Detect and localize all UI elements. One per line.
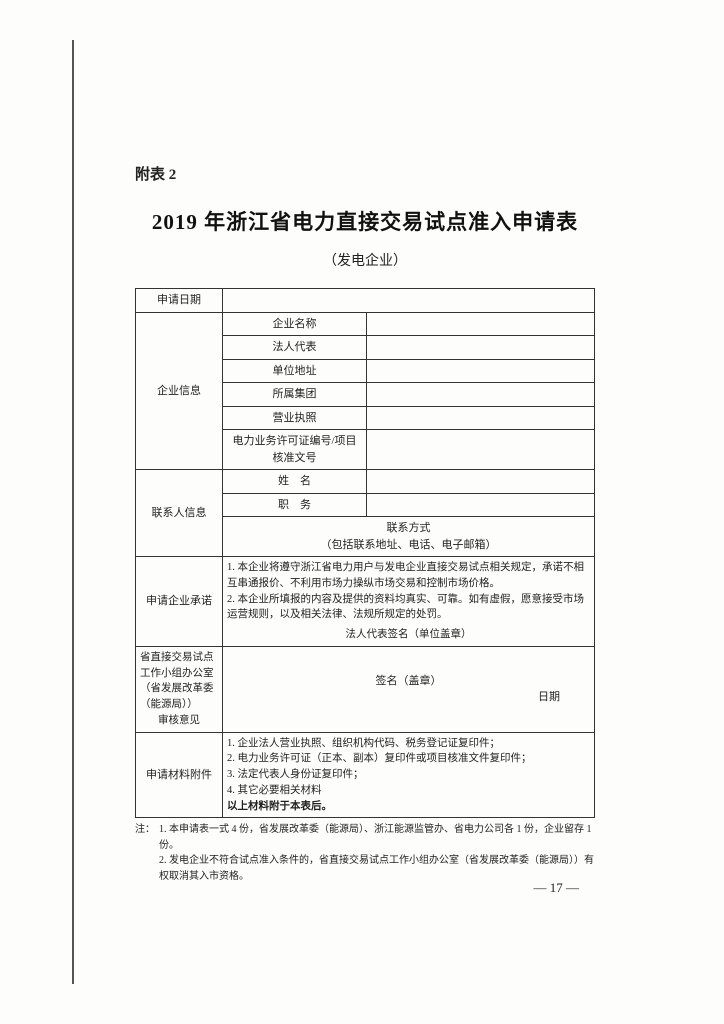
contact-name-value [367, 470, 595, 494]
contact-title-label: 职 务 [223, 493, 367, 517]
attach-4: 4. 其它必要相关材料 [227, 783, 590, 799]
subtitle: （发电企业） [135, 250, 595, 270]
contact-info-label: 联系人信息 [136, 470, 223, 557]
power-license-value [367, 430, 595, 470]
table-row: 申请材料附件 1. 企业法人营业执照、组织机构代码、税务登记证复印件； 2. 电… [136, 732, 595, 818]
company-info-label: 企业信息 [136, 312, 223, 470]
commitment-1: 1. 本企业将遵守浙江省电力用户与发电企业直接交易试点相关规定，承诺不相互串通报… [227, 560, 590, 592]
page-title: 2019 年浙江省电力直接交易试点准入申请表 [135, 206, 595, 236]
content-area: 附表 2 2019 年浙江省电力直接交易试点准入申请表 （发电企业） 申请日期 … [135, 163, 595, 884]
table-row: 省直接交易试点 工作小组办公室 （省发展改革委 （能源局）） 审核意见 签名（盖… [136, 646, 595, 732]
note-1: 1. 本申请表一式 4 份，省发展改革委（能源局）、浙江能源监管办、省电力公司各… [159, 822, 595, 853]
commitment-label: 申请企业承诺 [136, 557, 223, 647]
address-value [367, 359, 595, 383]
attachments-label: 申请材料附件 [136, 732, 223, 818]
apply-date-label: 申请日期 [136, 289, 223, 313]
table-row: 申请企业承诺 1. 本企业将遵守浙江省电力用户与发电企业直接交易试点相关规定，承… [136, 557, 595, 647]
attach-3: 3. 法定代表人身份证复印件； [227, 767, 590, 783]
legal-rep-label: 法人代表 [223, 336, 367, 360]
group-label: 所属集团 [223, 383, 367, 407]
application-form-table: 申请日期 企业信息 企业名称 法人代表 单位地址 所属集团 营业执照 [135, 288, 595, 818]
review-body: 签名（盖章） 日期 [223, 646, 595, 732]
contact-method-note: （包括联系地址、电话、电子邮箱） [321, 539, 497, 551]
license-label: 营业执照 [223, 406, 367, 430]
note-2: 2. 发电企业不符合试点准入条件的，省直接交易试点工作小组办公室（省发展改革委（… [159, 853, 595, 884]
contact-method-label: 联系方式 [387, 522, 431, 534]
license-value [367, 406, 595, 430]
commitment-2: 2. 本企业所填报的内容及提供的资料均真实、可靠。如有虚假，愿意接受市场运营规则… [227, 592, 590, 624]
note-prefix: 注： [135, 822, 155, 853]
margin-line [72, 40, 74, 984]
review-sig: 签名（盖章） [227, 673, 590, 690]
attach-2: 2. 电力业务许可证（正本、副本）复印件或项目核准文件复印件； [227, 751, 590, 767]
table-row: 申请日期 [136, 289, 595, 313]
legal-rep-value [367, 336, 595, 360]
group-value [367, 383, 595, 407]
page-number: — 17 — [534, 880, 580, 896]
attach-bold: 以上材料附于本表后。 [227, 799, 590, 815]
attach-1: 1. 企业法人营业执照、组织机构代码、税务登记证复印件； [227, 736, 590, 752]
review-date: 日期 [227, 689, 590, 706]
page: 附表 2 2019 年浙江省电力直接交易试点准入申请表 （发电企业） 申请日期 … [0, 0, 724, 1024]
commitment-body: 1. 本企业将遵守浙江省电力用户与发电企业直接交易试点相关规定，承诺不相互串通报… [223, 557, 595, 647]
power-license-label: 电力业务许可证编号/项目核准文号 [223, 430, 367, 470]
attachment-label: 附表 2 [135, 163, 595, 184]
company-name-value [367, 312, 595, 336]
table-row: 联系人信息 姓 名 [136, 470, 595, 494]
address-label: 单位地址 [223, 359, 367, 383]
contact-method-cell: 联系方式 （包括联系地址、电话、电子邮箱） [223, 517, 595, 557]
review-label: 省直接交易试点 工作小组办公室 （省发展改革委 （能源局）） 审核意见 [136, 646, 223, 732]
contact-name-label: 姓 名 [223, 470, 367, 494]
footnotes: 注： 1. 本申请表一式 4 份，省发展改革委（能源局）、浙江能源监管办、省电力… [135, 822, 595, 884]
contact-title-value [367, 493, 595, 517]
apply-date-value [223, 289, 595, 313]
table-row: 企业信息 企业名称 [136, 312, 595, 336]
commitment-sig: 法人代表签名（单位盖章） [227, 623, 590, 643]
company-name-label: 企业名称 [223, 312, 367, 336]
attachments-body: 1. 企业法人营业执照、组织机构代码、税务登记证复印件； 2. 电力业务许可证（… [223, 732, 595, 818]
